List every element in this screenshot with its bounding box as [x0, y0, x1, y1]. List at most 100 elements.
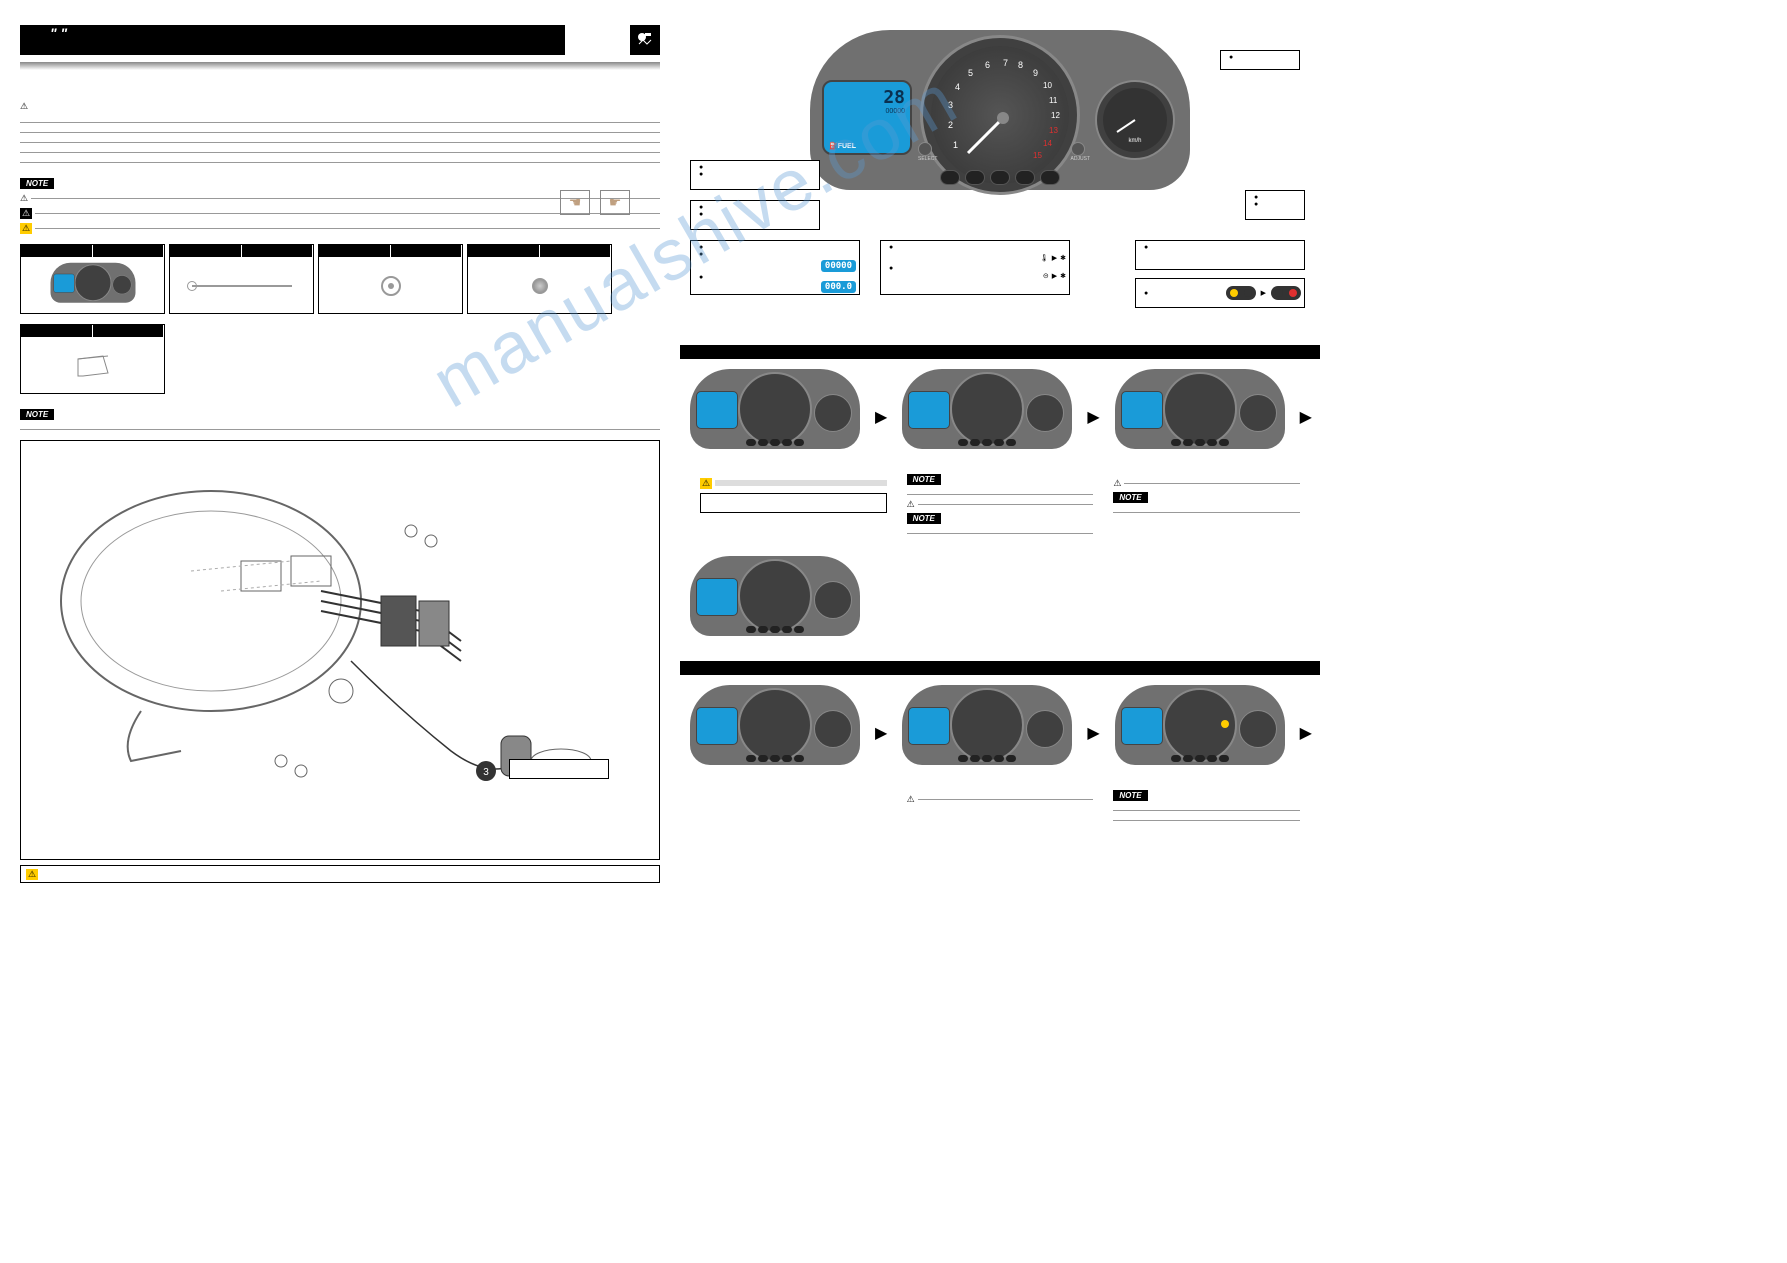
arrow-icon: ▶	[1300, 407, 1312, 427]
arrow-icon: ▶	[875, 407, 887, 427]
arrow-icon: ▶	[1087, 407, 1099, 427]
adjust-label: ADJUST	[1071, 156, 1090, 162]
svg-text:1: 1	[953, 140, 958, 150]
select-button[interactable]	[918, 142, 932, 156]
hand-icons: ☚ ☛	[560, 190, 630, 215]
hand-right-icon: ☛	[600, 190, 630, 215]
callout-top-right	[1220, 50, 1300, 70]
arrow-icon: ▶	[875, 723, 887, 743]
main-gauge-cluster: 1 2 3 4 5 6 7 8 9 10 11	[810, 30, 1190, 210]
parts-row-2	[20, 324, 660, 394]
cluster-row-1: ▶ ▶ ▶	[680, 369, 1320, 464]
text-line	[20, 125, 660, 133]
parts-box-manual	[20, 324, 165, 394]
parts-box-gauge	[20, 244, 165, 314]
svg-text:7: 7	[1003, 58, 1008, 68]
mini-cluster-4	[690, 556, 860, 651]
arrow-icon: ▶	[1300, 723, 1312, 743]
callout-right-mid	[1135, 240, 1305, 270]
warning-icon: ⚠	[20, 101, 28, 112]
traffic-light-yellow	[1226, 286, 1256, 300]
caption-row-2: ⚠ NOTE	[680, 790, 1320, 823]
indicator-btn-5	[1040, 170, 1060, 185]
text-line	[20, 145, 660, 153]
indicator-btn-3	[990, 170, 1010, 185]
indicator-btn-4	[1015, 170, 1035, 185]
speedometer: km/h	[1095, 80, 1175, 160]
parts-box-bolt	[467, 244, 612, 314]
temp-icon: 🌡	[1040, 254, 1049, 262]
caution-yellow-icon: ⚠	[26, 869, 38, 880]
lcd-display: 28 00000 ⛽FUEL	[822, 80, 912, 155]
dealer-icon	[630, 25, 660, 55]
flash-icon: ✱	[1060, 254, 1066, 262]
trip-display: 000.0	[821, 281, 856, 293]
section-header-2	[680, 661, 1320, 675]
select-area: SELECT	[918, 142, 937, 162]
note-badge: NOTE	[1113, 790, 1147, 801]
text-line	[20, 155, 660, 163]
warning-icon: ⚠	[1113, 478, 1121, 489]
warning-icon: ⚠	[907, 499, 915, 510]
parts-box-magnet	[318, 244, 463, 314]
callout-odo-trip: 00000 000.0	[690, 240, 860, 295]
left-page: " " ⚠ NOTE ⚠ ⚠ ⚠ ☚ ☛	[20, 20, 660, 940]
adjust-button[interactable]	[1071, 142, 1085, 156]
svg-text:13: 13	[1049, 126, 1058, 135]
page-header: " "	[20, 20, 660, 60]
main-gauge-section: 1 2 3 4 5 6 7 8 9 10 11	[680, 30, 1320, 340]
svg-text:5: 5	[968, 68, 973, 78]
warning-icon: ⚠	[20, 193, 28, 204]
note-badge: NOTE	[20, 178, 54, 189]
hand-left-icon: ☚	[560, 190, 590, 215]
diagram-label-box	[509, 759, 609, 779]
svg-text:10: 10	[1043, 81, 1052, 90]
text-line	[20, 115, 660, 123]
svg-text:3: 3	[948, 100, 953, 110]
svg-text:2: 2	[948, 120, 953, 130]
mini-cluster-7	[1115, 685, 1285, 780]
svg-text:4: 4	[955, 82, 960, 92]
svg-text:3: 3	[483, 767, 489, 778]
callout-speedo	[1245, 190, 1305, 220]
arrow-icon: ▶	[1052, 254, 1057, 262]
indicator-button-row	[940, 170, 1060, 185]
mini-cluster-2	[902, 369, 1072, 464]
note-section-2: NOTE	[20, 409, 660, 430]
svg-text:15: 15	[1033, 151, 1042, 160]
note-badge: NOTE	[907, 513, 941, 524]
traffic-light-red	[1271, 286, 1301, 300]
arrow-icon: ▶	[1052, 272, 1057, 280]
arrow-icon: ▶	[1087, 723, 1099, 743]
caution-yellow-icon: ⚠	[20, 223, 32, 234]
lcd-odo: 00000	[829, 108, 905, 115]
right-page: 1 2 3 4 5 6 7 8 9 10 11	[680, 20, 1320, 940]
note-badge: NOTE	[1113, 492, 1147, 503]
adjust-area: ADJUST	[1071, 142, 1090, 162]
header-gradient	[20, 62, 660, 70]
cluster-row-2: ▶ ▶ ▶	[680, 685, 1320, 780]
svg-text:6: 6	[985, 60, 990, 70]
svg-text:8: 8	[1018, 60, 1023, 70]
svg-text:9: 9	[1033, 68, 1038, 78]
callout-warning-icons: 🌡 ▶ ✱ ⊝ ▶ ✱	[880, 240, 1070, 295]
lcd-gear: 28	[829, 87, 905, 108]
mini-cluster-3	[1115, 369, 1285, 464]
select-label: SELECT	[918, 156, 937, 162]
warning-icon: ⚠	[907, 794, 915, 805]
svg-text:km/h: km/h	[1128, 138, 1141, 144]
text-line	[20, 135, 660, 143]
cluster-row-single	[680, 556, 1320, 651]
section-header-1	[680, 345, 1320, 359]
mini-cluster-6	[902, 685, 1072, 780]
intro-section: ⚠	[20, 100, 660, 163]
callout-lcd-mid	[690, 200, 820, 230]
indicator-btn-1	[940, 170, 960, 185]
caution-icon: ⚠	[700, 478, 712, 489]
note-badge: NOTE	[907, 474, 941, 485]
caption-row-1: ⚠ NOTE ⚠ NOTE ⚠ NOTE	[680, 474, 1320, 536]
parts-box-sensor	[169, 244, 314, 314]
header-stripe	[20, 25, 565, 55]
indicator-btn-2	[965, 170, 985, 185]
caution-icon: ⚠	[20, 208, 32, 219]
